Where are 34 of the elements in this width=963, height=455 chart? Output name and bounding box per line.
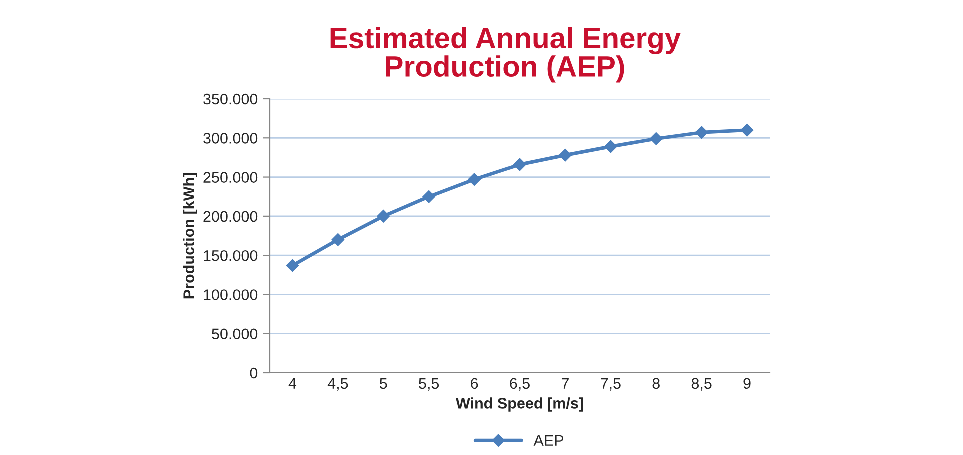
point — [468, 173, 481, 186]
chart-title: Estimated Annual Energy Production (AEP) — [330, 27, 681, 83]
y-tick-label: 100.000 — [204, 290, 258, 300]
x-axis-title: Wind Speed [m/s] — [456, 398, 584, 412]
x-tick-label: 9 — [744, 378, 751, 390]
legend-label: AEP — [534, 435, 564, 446]
x-tick-label: 6 — [471, 378, 478, 390]
y-tick-label: 300.000 — [204, 133, 258, 144]
y-tick-label: 250.000 — [204, 172, 258, 183]
y-tick-label: 0 — [250, 368, 258, 379]
point — [514, 158, 526, 172]
y-axis-title: Production [kWh] — [183, 173, 198, 299]
x-tick-label: 4 — [288, 378, 297, 389]
x-tick-label: 4,5 — [328, 378, 348, 391]
point — [604, 140, 618, 154]
point — [286, 259, 300, 272]
point — [332, 234, 345, 246]
point — [422, 190, 436, 204]
point — [377, 210, 390, 223]
x-tick-label: 5 — [380, 378, 388, 390]
x-tick-label: 7,5 — [601, 378, 621, 391]
x-tick-label: 6,5 — [510, 378, 530, 391]
point — [740, 124, 754, 137]
x-tick-label: 8 — [652, 378, 660, 390]
y-tick-label: 200.000 — [204, 211, 258, 222]
x-tick-label: 5,5 — [419, 378, 440, 391]
point — [695, 126, 708, 140]
y-tick-label: 150.000 — [204, 250, 258, 262]
x-tick-label: 8,5 — [692, 378, 712, 391]
y-tick-label: 50.000 — [212, 328, 258, 340]
point — [650, 132, 663, 146]
point — [559, 148, 572, 162]
x-tick-label: 7 — [562, 378, 569, 389]
y-tick-label: 350.000 — [204, 94, 258, 105]
